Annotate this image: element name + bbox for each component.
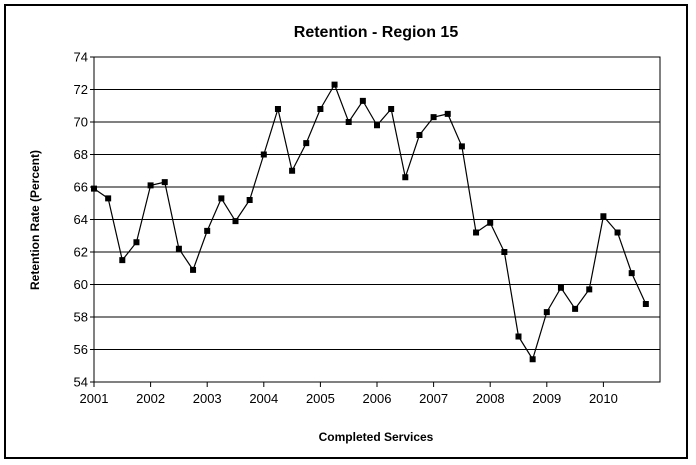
data-point [317, 106, 324, 112]
data-point [260, 151, 267, 158]
data-point [529, 356, 536, 363]
data-point [218, 195, 225, 202]
y-tick-label: 72 [74, 82, 88, 97]
x-tick-label: 2009 [532, 391, 561, 406]
data-point [388, 106, 395, 112]
y-tick-label: 74 [74, 50, 88, 65]
x-tick-label: 2004 [249, 391, 278, 406]
data-point [161, 179, 168, 186]
data-point [119, 257, 126, 264]
x-axis-label: Completed Services [319, 430, 434, 444]
y-tick-label: 66 [74, 180, 88, 195]
data-point [274, 106, 281, 112]
data-point [204, 227, 211, 234]
y-axis-ticks: 54 56 58 60 62 64 66 68 70 72 74 [74, 50, 94, 390]
data-point [600, 213, 607, 220]
y-tick-label: 60 [74, 277, 88, 292]
chart-title: Retention - Region 15 [294, 24, 459, 41]
data-point [289, 167, 296, 174]
data-point [543, 309, 550, 316]
data-point [614, 229, 621, 236]
data-point [572, 305, 579, 312]
x-tick-label: 2010 [589, 391, 618, 406]
data-point [501, 249, 508, 255]
y-tick-label: 62 [74, 245, 88, 260]
data-point [331, 81, 338, 88]
data-point [416, 132, 423, 138]
x-tick-label: 2008 [476, 391, 505, 406]
data-point [246, 197, 253, 203]
y-tick-label: 64 [74, 212, 88, 227]
series-markers [91, 81, 649, 363]
data-point [345, 119, 352, 125]
x-tick-label: 2001 [80, 391, 109, 406]
data-point [91, 185, 97, 192]
data-point [430, 114, 437, 121]
data-point [359, 97, 366, 104]
data-point [190, 266, 197, 273]
data-point [586, 286, 593, 293]
series-line [93, 83, 647, 361]
x-tick-label: 2006 [363, 391, 392, 406]
data-point [515, 333, 522, 340]
data-point [557, 284, 564, 291]
data-point [444, 110, 451, 117]
y-tick-label: 56 [74, 342, 88, 357]
data-point [642, 301, 649, 307]
data-point [374, 122, 380, 129]
data-point [133, 239, 140, 246]
y-tick-label: 58 [74, 310, 88, 325]
y-tick-label: 54 [74, 375, 88, 390]
data-point [303, 140, 310, 147]
data-point [147, 182, 154, 189]
x-tick-label: 2007 [419, 391, 448, 406]
y-tick-label: 68 [74, 147, 88, 162]
data-point [175, 245, 182, 252]
x-tick-label: 2003 [193, 391, 222, 406]
data-point [458, 143, 465, 150]
x-tick-label: 2005 [306, 391, 335, 406]
x-axis-ticks: 2001 2002 2003 2004 2005 2006 2007 2008 2009 2010 [80, 382, 618, 406]
gridlines [94, 56, 660, 383]
y-tick-label: 70 [74, 115, 88, 130]
data-point [105, 195, 112, 202]
x-tick-label: 2002 [136, 391, 165, 406]
data-point [473, 229, 480, 236]
data-point [232, 218, 239, 225]
data-point [402, 174, 409, 181]
y-axis-label: Retention Rate (Percent) [28, 150, 42, 290]
data-point [487, 219, 494, 226]
data-point [628, 270, 635, 277]
chart-frame [4, 4, 688, 459]
